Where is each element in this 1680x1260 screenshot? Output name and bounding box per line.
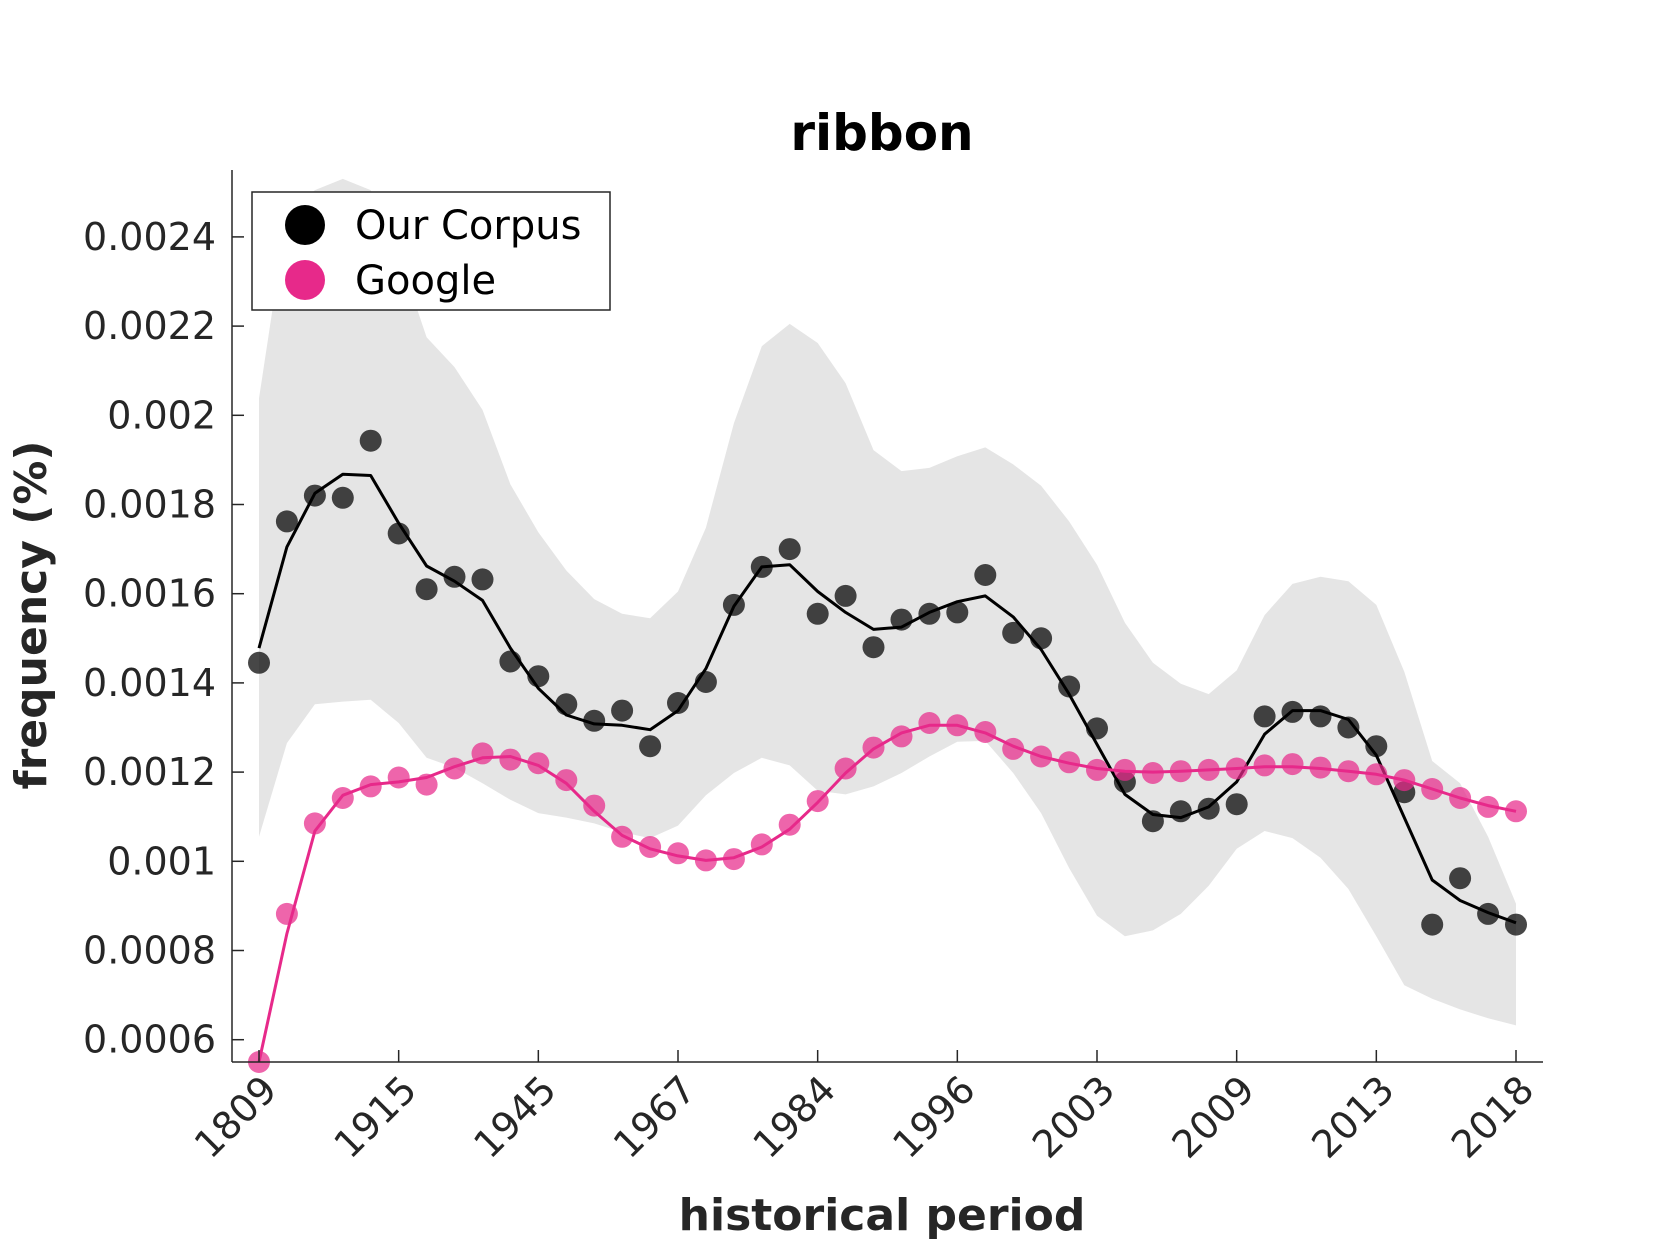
data-point-our-corpus <box>611 699 634 722</box>
x-tick-label: 1809 <box>186 1067 286 1167</box>
trend-line-our-corpus <box>257 472 1517 925</box>
x-tick-label: 1967 <box>605 1067 705 1167</box>
x-tick-label: 2009 <box>1164 1067 1264 1167</box>
data-point-our-corpus <box>862 636 885 659</box>
y-tick-label: 0.0018 <box>83 483 216 527</box>
data-point-our-corpus <box>248 651 270 674</box>
x-axis-title: historical period <box>679 1190 1086 1241</box>
data-point-google <box>303 812 326 835</box>
y-tick-label: 0.0006 <box>83 1018 216 1062</box>
data-point-google <box>443 757 466 780</box>
data-point-google <box>834 757 857 780</box>
y-tick-label: 0.002 <box>107 393 216 437</box>
data-point-our-corpus <box>443 565 466 588</box>
data-point-our-corpus <box>387 522 410 545</box>
data-point-our-corpus <box>667 692 689 714</box>
chart-title: ribbon <box>790 104 973 162</box>
y-tick-label: 0.0012 <box>83 750 216 794</box>
y-tick-label: 0.0014 <box>83 661 216 705</box>
data-point-our-corpus <box>415 578 438 601</box>
data-point-our-corpus <box>471 568 494 591</box>
y-tick-label: 0.0008 <box>83 929 216 973</box>
y-tick-label: 0.0016 <box>83 572 216 616</box>
data-point-our-corpus <box>1002 621 1025 644</box>
data-point-our-corpus <box>1225 793 1248 816</box>
data-point-our-corpus <box>639 735 662 758</box>
data-point-our-corpus <box>946 601 969 624</box>
legend: Our Corpus Google <box>251 191 611 311</box>
data-point-our-corpus <box>1449 867 1472 890</box>
data-point-our-corpus <box>359 429 382 452</box>
data-point-our-corpus <box>1309 705 1332 728</box>
data-point-our-corpus <box>555 693 578 716</box>
data-point-our-corpus <box>331 486 354 509</box>
data-point-google <box>359 775 382 798</box>
data-point-our-corpus <box>778 538 801 561</box>
data-point-google <box>499 748 522 771</box>
x-tick-label: 2013 <box>1303 1067 1403 1167</box>
data-point-google <box>387 766 410 789</box>
trend-line-google <box>257 723 1517 1063</box>
data-point-google <box>583 794 606 817</box>
data-point-our-corpus <box>834 584 857 607</box>
data-point-google <box>918 712 941 734</box>
legend-marker-google <box>285 260 325 300</box>
x-tick-label: 1996 <box>884 1067 984 1167</box>
data-point-google <box>639 836 662 858</box>
x-tick-label: 1945 <box>465 1067 565 1167</box>
data-point-our-corpus <box>974 564 997 586</box>
x-tick-label: 1984 <box>745 1067 845 1167</box>
data-point-our-corpus <box>1365 735 1388 758</box>
data-point-our-corpus <box>275 510 298 533</box>
data-point-our-corpus <box>583 709 606 732</box>
data-point-google <box>667 842 689 865</box>
data-point-our-corpus <box>1337 716 1360 739</box>
x-tick-label: 2003 <box>1024 1067 1124 1167</box>
data-point-our-corpus <box>806 602 829 625</box>
x-tick-label: 2018 <box>1443 1067 1543 1167</box>
data-point-google <box>555 769 578 792</box>
series-google <box>248 712 1527 1073</box>
data-point-our-corpus <box>1421 913 1444 936</box>
series-our-corpus <box>248 429 1527 936</box>
y-tick-label: 0.0024 <box>83 215 216 259</box>
y-tick-label: 0.0022 <box>83 304 216 348</box>
data-point-our-corpus <box>1505 913 1527 936</box>
data-point-our-corpus <box>1253 705 1276 728</box>
data-point-google <box>750 833 773 856</box>
axes-layer <box>231 170 1543 1063</box>
data-point-our-corpus <box>1058 675 1081 698</box>
series-layer <box>248 429 1527 1073</box>
legend-label-our-corpus: Our Corpus <box>355 203 581 249</box>
legend-marker-our-corpus <box>285 205 325 245</box>
data-point-google <box>778 813 801 836</box>
data-point-google <box>1281 753 1304 776</box>
legend-label-google: Google <box>355 258 496 304</box>
y-axis-title: frequency (%) <box>6 440 57 789</box>
y-tick-label: 0.001 <box>107 839 216 883</box>
x-tick-label: 1915 <box>326 1067 426 1167</box>
